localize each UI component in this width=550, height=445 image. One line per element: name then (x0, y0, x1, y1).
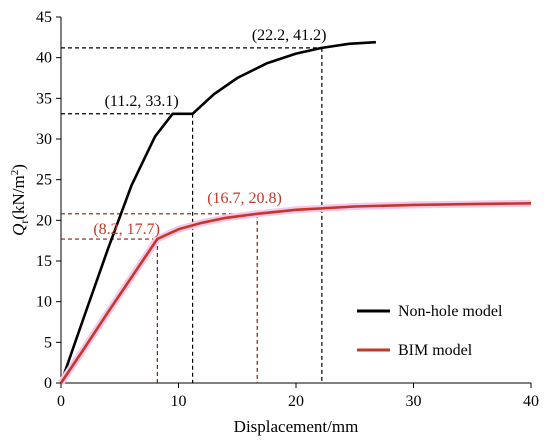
x-axis-title: Displacement/mm (234, 417, 359, 436)
series-line-non-hole (59, 40, 376, 384)
y-tick-label: 10 (36, 294, 52, 311)
legend: Non-hole model BIM model (357, 303, 503, 359)
y-axis-title-close: ) (9, 164, 28, 170)
series-line-bim (59, 202, 532, 384)
y-tick-label: 20 (36, 212, 52, 229)
y-axis-title-unit: (kN/m (9, 175, 28, 219)
annotation-labels: (11.2, 33.1) (22.2, 41.2) (8.2, 17.7) (16.7… (93, 27, 326, 238)
y-tick-label: 25 (36, 172, 52, 189)
annotation-label-2: (8.2, 17.7) (93, 221, 160, 238)
x-tick-label: 20 (288, 393, 304, 410)
legend-label-non-hole: Non-hole model (398, 303, 503, 320)
series-layer (58, 40, 532, 385)
y-axis-title-subscript: r (17, 220, 31, 224)
y-tick-label: 15 (36, 253, 52, 270)
y-tick-label: 0 (44, 375, 52, 392)
legend-label-bim: BIM model (398, 342, 473, 359)
annotation-label-0: (11.2, 33.1) (105, 93, 179, 110)
y-axis-title: Qr(kN/m2) (9, 164, 31, 236)
annotation-label-3: (16.7, 20.8) (207, 190, 282, 207)
y-axis-title-main: Q (9, 224, 28, 236)
y-tick-label: 30 (36, 131, 52, 148)
y-tick-label: 35 (36, 90, 52, 107)
y-tick-label: 5 (44, 334, 52, 351)
annotation-label-1: (22.2, 41.2) (252, 27, 327, 44)
y-tick-label: 45 (36, 9, 52, 26)
axis-ticks: 0 5 10 15 20 25 30 35 40 45 0 10 20 30 40 (36, 9, 539, 410)
x-tick-label: 0 (57, 393, 65, 410)
y-tick-label: 40 (36, 50, 52, 67)
y-axis-title-superscript: 2 (9, 170, 21, 176)
x-tick-label: 40 (523, 393, 539, 410)
x-tick-label: 30 (406, 393, 422, 410)
annotation-guides (61, 47, 323, 383)
x-tick-label: 10 (171, 393, 187, 410)
